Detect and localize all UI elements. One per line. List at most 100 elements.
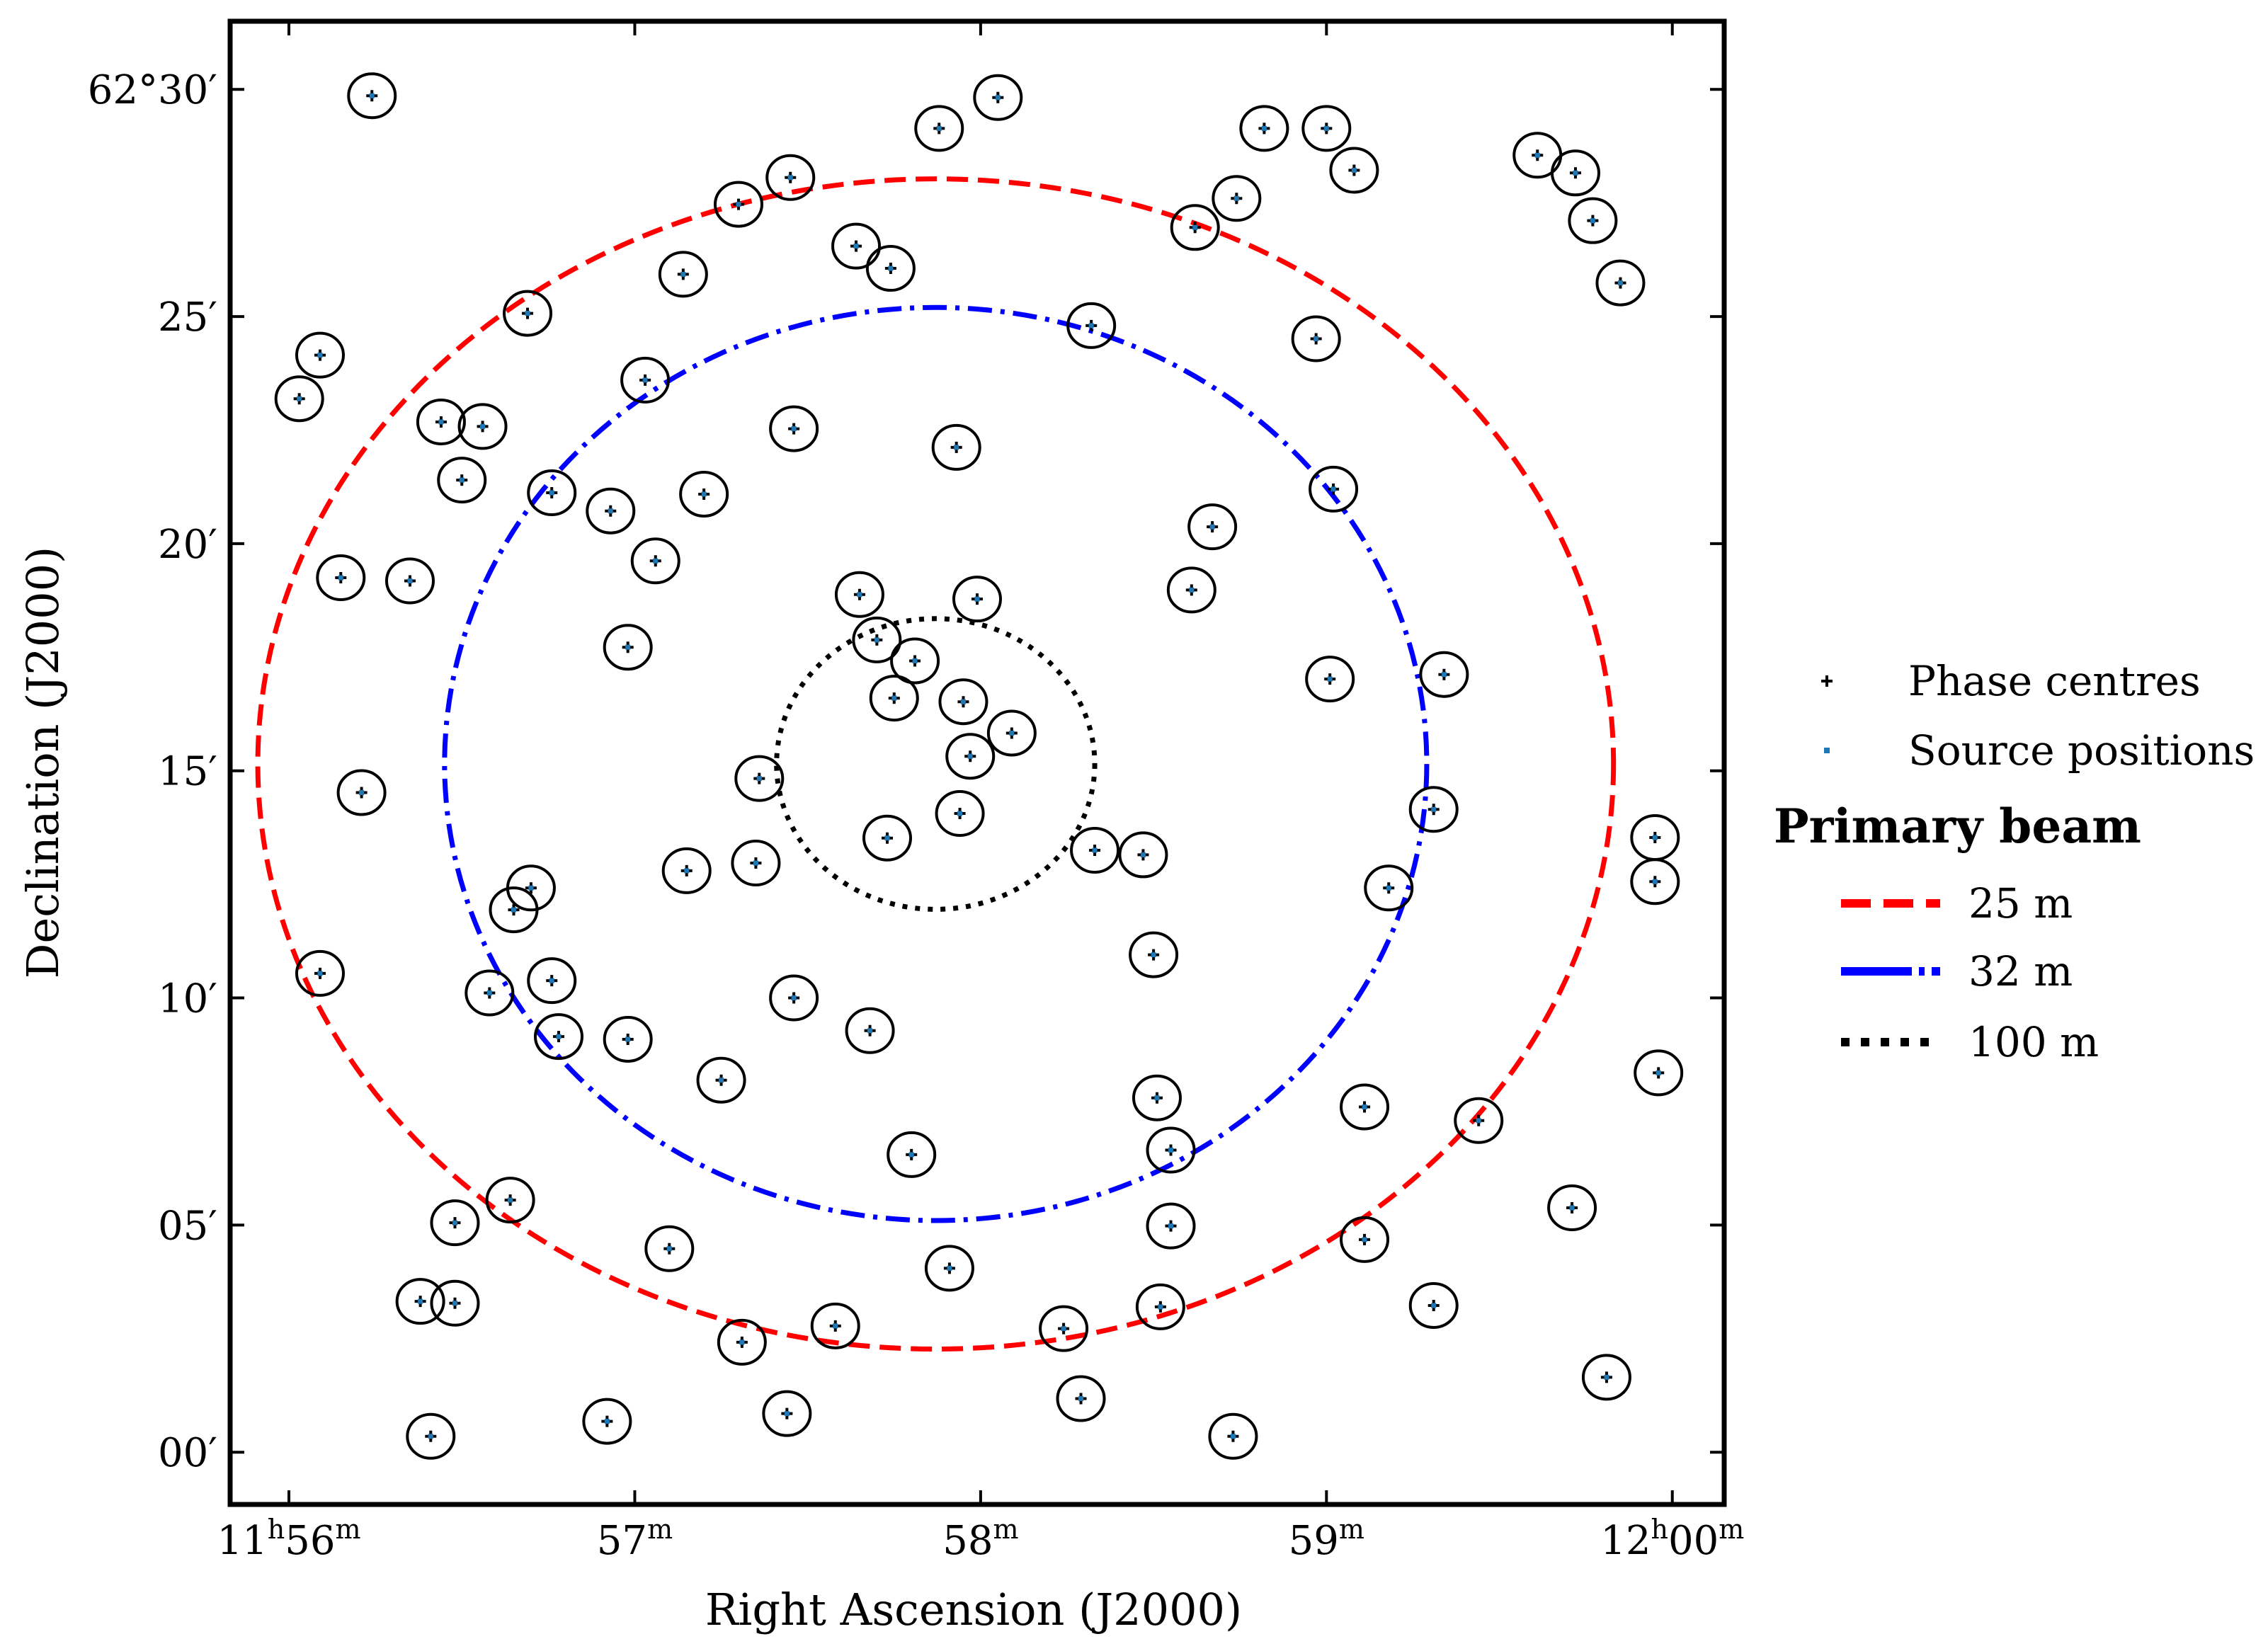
- beam-25m: [255, 176, 1617, 1352]
- source-ring: [1454, 1097, 1504, 1144]
- source-marker: [1408, 786, 1459, 833]
- source-position: [936, 125, 942, 131]
- source-position: [1652, 879, 1658, 884]
- source-marker: [1547, 1184, 1597, 1231]
- source-ring: [274, 375, 324, 423]
- source-position: [1569, 1205, 1575, 1211]
- source-ring: [1212, 175, 1262, 222]
- source-position: [1078, 1395, 1084, 1401]
- beam-100m: [774, 616, 1098, 912]
- source-position: [1209, 524, 1215, 530]
- source-position: [1351, 167, 1357, 173]
- source-marker: [1039, 1305, 1089, 1352]
- y-tick-label: 25′: [158, 295, 217, 341]
- source-position: [739, 1339, 745, 1345]
- source-marker: [1634, 1049, 1684, 1097]
- source-position: [1313, 336, 1319, 342]
- legend-beam-label: 32 m: [1968, 947, 2073, 995]
- source-marker: [586, 487, 636, 535]
- source-marker: [1408, 1281, 1459, 1329]
- source-position: [407, 578, 413, 584]
- source-position: [1233, 195, 1239, 201]
- source-ring: [1208, 1412, 1258, 1460]
- source-position: [1330, 486, 1336, 492]
- source-position: [1009, 730, 1015, 736]
- source-ring: [406, 1412, 456, 1460]
- source-ring: [457, 403, 508, 450]
- source-ring: [696, 1056, 746, 1104]
- source-ring: [734, 755, 785, 802]
- source-position: [954, 445, 959, 450]
- source-marker: [1212, 175, 1262, 222]
- y-tick-label: 00′: [158, 1430, 217, 1476]
- source-position: [556, 1034, 562, 1039]
- source-position: [317, 971, 323, 976]
- source-marker: [762, 1390, 812, 1437]
- y-tick-label: 05′: [158, 1203, 217, 1249]
- source-ring: [890, 637, 940, 685]
- legend-beam-label: 25 m: [1968, 879, 2073, 927]
- source-ring: [731, 839, 781, 886]
- source-position: [884, 835, 890, 841]
- source-ring: [762, 1390, 812, 1437]
- source-position: [418, 1298, 423, 1304]
- source-marker: [336, 769, 387, 816]
- source-position: [653, 558, 659, 564]
- source-position: [1230, 1434, 1236, 1439]
- source-marker: [1419, 651, 1469, 698]
- source-position: [1441, 672, 1447, 678]
- source-position: [369, 93, 375, 98]
- source-ring: [661, 847, 712, 894]
- source-ring: [295, 331, 345, 379]
- source-position: [428, 1434, 433, 1439]
- source-marker: [430, 1279, 480, 1327]
- source-position: [625, 1036, 631, 1042]
- source-position: [1189, 587, 1195, 593]
- source-position: [908, 1152, 914, 1158]
- source-position: [947, 1265, 952, 1271]
- source-position: [1151, 952, 1156, 958]
- source-marker: [1550, 149, 1600, 197]
- source-position: [486, 990, 492, 995]
- source-ring: [1634, 1049, 1684, 1097]
- source-position: [680, 271, 686, 277]
- source-marker: [347, 72, 397, 120]
- source-ring: [384, 557, 435, 605]
- source-ring: [1129, 931, 1179, 978]
- source-marker: [1170, 204, 1220, 251]
- source-ring: [485, 1177, 535, 1224]
- source-position: [452, 1301, 457, 1306]
- source-ring: [395, 1278, 445, 1325]
- source-layer: [274, 72, 1684, 1460]
- source-ring: [869, 675, 919, 722]
- source-position: [719, 1078, 724, 1083]
- source-ring: [295, 949, 345, 997]
- source-ring: [1550, 149, 1600, 197]
- source-ring: [852, 616, 902, 663]
- source-ring: [1305, 656, 1355, 703]
- source-marker: [890, 637, 940, 685]
- beam-32m: [442, 304, 1430, 1223]
- source-ring: [416, 398, 466, 445]
- source-position: [995, 95, 1001, 101]
- source-position: [642, 377, 648, 383]
- source-position: [1168, 1223, 1174, 1229]
- source-ring: [914, 105, 964, 152]
- source-position: [338, 575, 343, 581]
- source-marker: [1166, 566, 1216, 614]
- source-position: [1431, 1303, 1437, 1308]
- source-ring: [1146, 1126, 1196, 1174]
- source-position: [1192, 224, 1198, 230]
- legend-title: Primary beam: [1774, 799, 2141, 854]
- source-position: [1261, 125, 1267, 131]
- source-ring: [834, 571, 884, 618]
- source-marker: [295, 949, 345, 997]
- source-ring: [465, 969, 515, 1017]
- source-position: [480, 423, 486, 429]
- source-position: [912, 658, 918, 663]
- source-ring: [713, 181, 763, 228]
- source-ring: [430, 1279, 480, 1327]
- source-marker: [1595, 259, 1646, 307]
- source-ring: [1329, 147, 1379, 194]
- source-ring: [938, 678, 988, 726]
